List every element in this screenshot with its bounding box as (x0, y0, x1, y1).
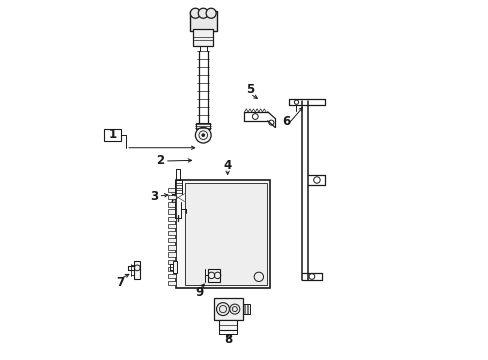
Text: 7: 7 (117, 276, 124, 289)
Circle shape (229, 304, 239, 314)
Bar (134, 261, 140, 279)
Text: 1: 1 (108, 128, 116, 141)
Circle shape (206, 8, 216, 18)
Bar (168, 245, 176, 249)
Bar (173, 261, 177, 273)
Text: 4: 4 (223, 159, 231, 172)
Circle shape (190, 8, 200, 18)
Circle shape (216, 303, 229, 316)
Text: 6: 6 (282, 115, 290, 128)
Bar (104, 129, 121, 140)
Bar (168, 260, 176, 264)
Text: 8: 8 (224, 333, 232, 346)
Bar (196, 123, 210, 129)
Bar (168, 195, 176, 199)
Bar (168, 252, 176, 257)
Text: 2: 2 (156, 154, 164, 167)
Bar (168, 188, 176, 192)
Bar (168, 217, 176, 221)
Bar (168, 274, 176, 278)
Circle shape (195, 127, 211, 143)
Bar (168, 210, 176, 214)
Bar (193, 30, 213, 45)
Bar (168, 238, 176, 242)
Bar (168, 231, 176, 235)
Bar (207, 269, 220, 282)
Text: 9: 9 (195, 287, 203, 300)
Bar (168, 281, 176, 285)
Bar (185, 183, 266, 285)
Bar (214, 298, 242, 320)
Bar (176, 180, 269, 288)
Bar (168, 224, 176, 228)
Bar (242, 304, 249, 315)
Circle shape (202, 134, 204, 136)
Bar (171, 194, 184, 202)
Text: 3: 3 (150, 190, 158, 203)
Bar (168, 267, 176, 271)
Bar (189, 12, 217, 31)
Bar (219, 320, 237, 330)
Bar (168, 202, 176, 207)
Text: 5: 5 (245, 83, 254, 96)
Circle shape (198, 8, 208, 18)
